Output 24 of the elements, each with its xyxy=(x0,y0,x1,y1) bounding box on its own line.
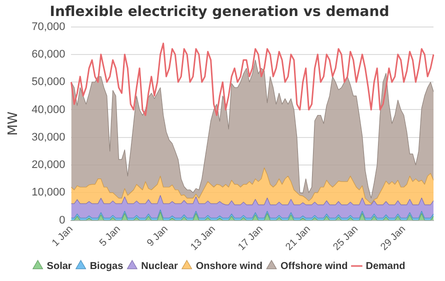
legend-label: Solar xyxy=(46,260,72,272)
y-tick-label: 40,000 xyxy=(32,104,66,116)
x-tick-label: 17 Jan xyxy=(236,224,266,253)
y-tick-label: 60,000 xyxy=(32,48,66,60)
x-tick-label: 13 Jan xyxy=(188,224,218,253)
x-tick-label: 25 Jan xyxy=(331,224,360,253)
y-tick-label: 0 xyxy=(59,214,66,226)
x-tick-label: 9 Jan xyxy=(145,224,170,249)
y-axis-title: MW xyxy=(6,111,22,136)
y-tick-label: 50,000 xyxy=(32,76,66,88)
legend-label: Biogas xyxy=(90,260,124,272)
x-tick-label: 29 Jan xyxy=(378,224,408,253)
y-tick-label: 20,000 xyxy=(32,159,66,172)
y-tick-label: 30,000 xyxy=(32,131,66,144)
x-tick-label: 1 Jan xyxy=(50,224,76,249)
chart-title: Inflexible electricity generation vs demand xyxy=(50,4,390,20)
x-tick-label: 5 Jan xyxy=(98,224,123,249)
x-tick-label: 21 Jan xyxy=(284,224,313,253)
legend-label: Nuclear xyxy=(141,260,178,272)
legend-label: Onshore wind xyxy=(196,260,263,272)
legend-label: Demand xyxy=(366,260,406,272)
y-tick-label: 70,000 xyxy=(32,20,66,33)
legend-label: Offshore wind xyxy=(280,260,348,272)
y-tick-label: 10,000 xyxy=(32,186,66,199)
